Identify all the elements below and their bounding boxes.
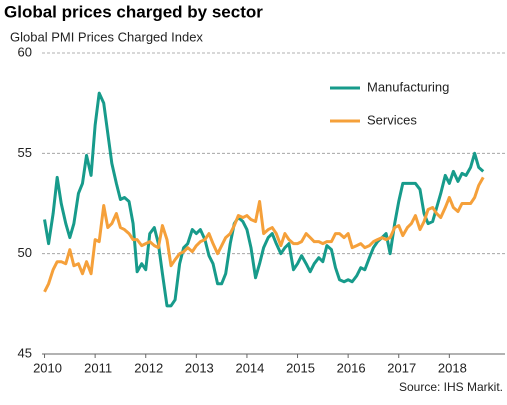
y-tick-label: 60 <box>18 44 32 59</box>
source: Source: IHS Markit. <box>399 380 503 394</box>
x-tick-label: 2014 <box>235 360 264 375</box>
legend-label: Manufacturing <box>367 79 449 94</box>
x-tick-label: 2010 <box>33 360 62 375</box>
legend-label: Services <box>367 112 417 127</box>
x-tick-label: 2012 <box>134 360 163 375</box>
x-tick-label: 2017 <box>387 360 416 375</box>
x-tick-label: 2015 <box>286 360 315 375</box>
series-line <box>43 176 485 293</box>
y-tick-label: 45 <box>18 345 32 360</box>
x-tick-label: 2013 <box>185 360 214 375</box>
y-tick-label: 50 <box>18 245 32 260</box>
series-line <box>43 91 485 308</box>
y-tick-label: 55 <box>18 145 32 160</box>
chart-title: Global prices charged by sector <box>4 2 263 21</box>
x-tick-label: 2016 <box>337 360 366 375</box>
chart-subtitle: Global PMI Prices Charged Index <box>10 29 203 44</box>
x-tick-label: 2018 <box>438 360 467 375</box>
x-tick-label: 2011 <box>84 360 112 375</box>
